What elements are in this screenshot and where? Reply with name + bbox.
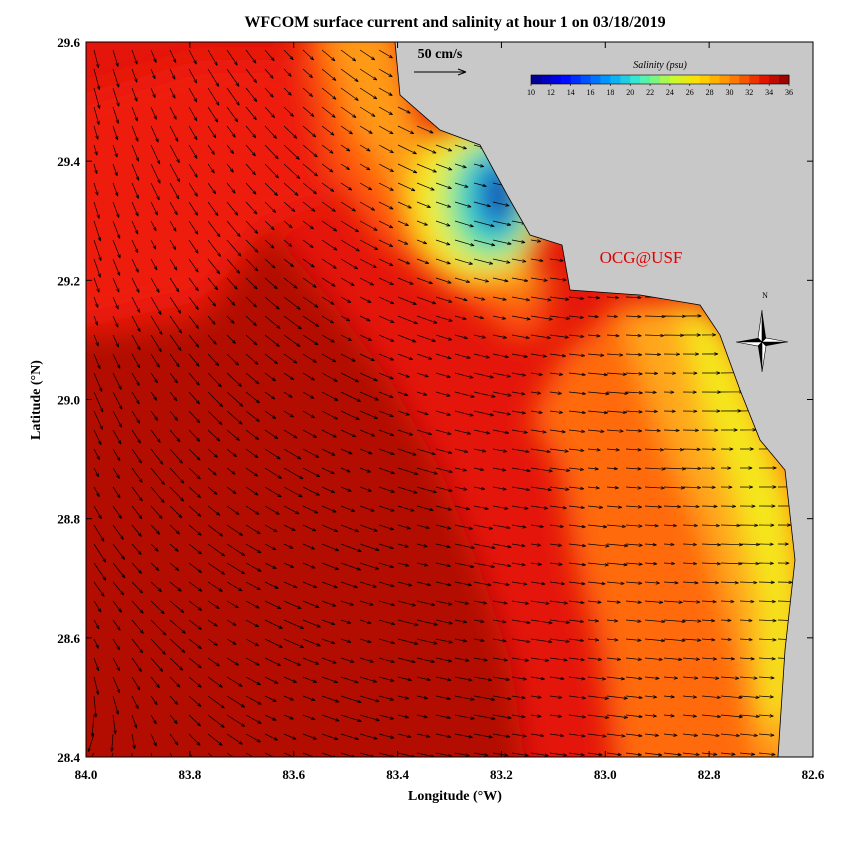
- colorbar-tick-label: 16: [587, 88, 595, 97]
- colorbar-swatch: [580, 75, 592, 84]
- x-tick-label: 83.8: [178, 767, 201, 782]
- y-tick-label: 28.6: [57, 631, 80, 646]
- colorbar-swatch: [749, 75, 760, 84]
- colorbar-swatch: [640, 75, 651, 84]
- colorbar-swatch: [630, 75, 641, 84]
- arrow-field: [87, 49, 800, 757]
- x-tick-label: 83.6: [282, 767, 305, 782]
- colorbar-tick-label: 22: [646, 88, 654, 97]
- colorbar-tick-label: 32: [745, 88, 753, 97]
- y-tick-label: 29.6: [57, 35, 80, 50]
- y-tick-label: 28.4: [57, 750, 80, 765]
- colorbar-swatch: [709, 75, 721, 84]
- colorbar-tick-label: 26: [686, 88, 694, 97]
- x-tick-label: 83.0: [594, 767, 617, 782]
- colorbar-swatch: [739, 75, 750, 84]
- colorbar-tick-label: 34: [765, 88, 773, 97]
- colorbar-tick-label: 18: [606, 88, 614, 97]
- x-tick-label: 82.8: [698, 767, 721, 782]
- title: WFCOM surface current and salinity at ho…: [244, 14, 665, 31]
- colorbar-frame: [530, 74, 790, 85]
- colorbar-swatch: [729, 75, 740, 84]
- y-tick-label: 28.8: [57, 512, 80, 527]
- colorbar: 10 12 14 16 18 20 22 24 26 28 30 32 34 36: [527, 74, 793, 97]
- colorbar-swatch: [769, 75, 780, 84]
- scale-arrow-label: 50 cm/s: [418, 47, 463, 62]
- x-tick-label: 83.4: [386, 767, 409, 782]
- colorbar-swatch: [699, 75, 711, 84]
- x-axis-label: Longitude (°W): [408, 789, 502, 804]
- x-tick-label: 83.2: [490, 767, 513, 782]
- axes: 84.0 83.8 83.6 83.4 83.2 83.0 82.8 82.6 28.4 28.6…: [57, 35, 825, 782]
- y-axis-label: Latitude (°N): [29, 360, 44, 440]
- colorbar-swatch: [620, 75, 631, 84]
- colorbar-swatch: [531, 75, 542, 84]
- colorbar-swatch: [560, 75, 572, 84]
- colorbar-swatch: [570, 75, 582, 84]
- current-arrows: [87, 49, 800, 757]
- x-tick-label: 84.0: [75, 767, 98, 782]
- colorbar-swatch: [660, 75, 671, 84]
- colorbar-tick-label: 14: [567, 88, 575, 97]
- colorbar-tick-label: 10: [527, 88, 535, 97]
- y-tick-label: 29.4: [57, 154, 80, 169]
- y-tick-label: 29.0: [57, 393, 80, 408]
- colorbar-tick-label: 20: [626, 88, 634, 97]
- colorbar-swatch: [650, 75, 661, 84]
- colorbar-title: Salinity (psu): [633, 60, 687, 71]
- colorbar-swatch: [689, 75, 701, 84]
- credit: OCG@USF: [600, 248, 683, 267]
- colorbar-swatch: [550, 75, 562, 84]
- colorbar-swatch: [600, 75, 611, 84]
- compass-label: N: [762, 291, 768, 300]
- colorbar-tick-label: 36: [785, 88, 793, 97]
- colorbar-swatch: [669, 75, 681, 84]
- colorbar-tick-label: 30: [725, 88, 733, 97]
- colorbar-swatch: [679, 75, 691, 84]
- colorbar-swatch: [779, 75, 790, 84]
- x-tick-label: 82.6: [802, 767, 825, 782]
- colorbar-tick-label: 12: [547, 88, 555, 97]
- colorbar-swatch: [610, 75, 621, 84]
- y-tick-label: 29.2: [57, 273, 80, 288]
- land: [394, 42, 813, 757]
- colorbar-swatch: [719, 75, 730, 84]
- compass: [735, 309, 789, 373]
- colorbar-tick-label: 28: [706, 88, 714, 97]
- colorbar-swatch: [590, 75, 601, 84]
- colorbar-swatch: [540, 75, 552, 84]
- colorbar-swatch: [759, 75, 770, 84]
- colorbar-tick-label: 24: [666, 88, 674, 97]
- scale-arrow: [414, 68, 467, 76]
